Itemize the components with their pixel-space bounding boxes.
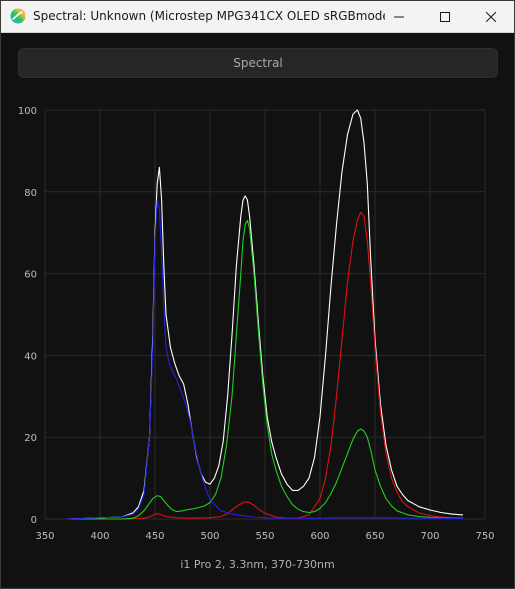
x-tick-label: 550 (255, 531, 274, 542)
x-tick-label: 400 (90, 531, 109, 542)
x-tick-label: 350 (35, 531, 54, 542)
spectral-chart: 350 400 450 500 550 600 650 700 750 0 20 40 60 80 100 (18, 106, 495, 542)
minimize-button[interactable] (376, 1, 422, 32)
y-tick-label: 0 (31, 515, 37, 526)
maximize-button[interactable] (422, 1, 468, 32)
maximize-icon (440, 11, 450, 22)
y-tick-label: 80 (24, 188, 37, 199)
spectral-app-icon (10, 8, 26, 24)
x-tick-label: 750 (475, 531, 494, 542)
x-tick-label: 450 (145, 531, 164, 542)
close-icon (486, 11, 496, 22)
series-line-green (67, 219, 463, 520)
series-line-blue (66, 199, 464, 520)
y-tick-label: 100 (18, 106, 37, 117)
series-line-white (66, 109, 464, 520)
spectral-button[interactable]: Spectral (18, 48, 498, 78)
window-title: Spectral: Unknown (Microstep MPG341CX OL… (33, 9, 385, 23)
y-tick-label: 40 (24, 351, 37, 362)
close-button[interactable] (468, 1, 514, 32)
y-tick-label: 20 (24, 433, 37, 444)
x-tick-label: 700 (420, 531, 439, 542)
y-tick-label: 60 (24, 270, 37, 281)
x-tick-label: 650 (365, 531, 384, 542)
x-tick-label: 600 (310, 531, 329, 542)
instrument-label: i1 Pro 2, 3.3nm, 370-730nm (180, 558, 335, 571)
minimize-icon (394, 16, 404, 17)
title-bar[interactable]: Spectral: Unknown (Microstep MPG341CX OL… (1, 1, 514, 33)
x-tick-label: 500 (200, 531, 219, 542)
